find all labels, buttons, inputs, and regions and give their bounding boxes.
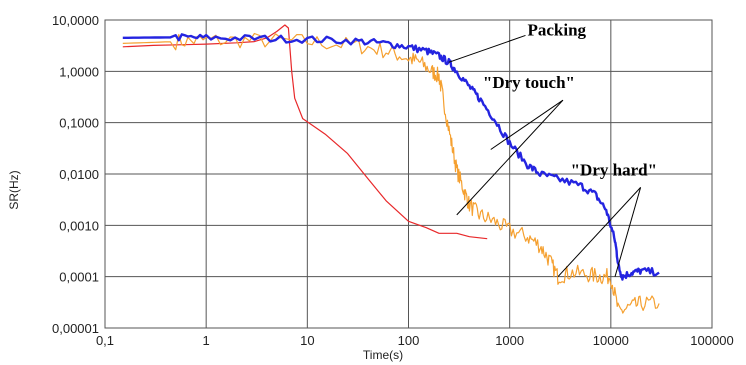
series-line-2 [122, 32, 660, 314]
x-tick-label: 100 [398, 333, 420, 348]
annotation-arrow [557, 187, 641, 278]
y-tick-label: 0,0001 [59, 270, 99, 285]
y-tick-labels: 10,0000 1,0000 0,1000 0,0100 0,0010 0,0001 0,0… [52, 13, 99, 336]
annotation-arrow [614, 187, 642, 277]
annotation-arrow [448, 34, 526, 63]
x-tick-labels: 0,1 1 10 100 1000 10000 100000 [96, 333, 734, 348]
annotation-label: "Dry touch" [483, 73, 575, 92]
y-tick-label: 0,0010 [59, 218, 99, 233]
series-layer [122, 24, 660, 314]
x-tick-label: 0,1 [96, 333, 114, 348]
annotation-arrow [490, 99, 564, 150]
annotation-arrow [456, 99, 564, 216]
series-line-1 [122, 24, 488, 240]
series-line-3 [122, 33, 660, 281]
annotation-arrows [448, 34, 642, 278]
y-tick-label: 0,00001 [52, 321, 99, 336]
x-tick-label: 1 [203, 333, 210, 348]
annotation-label: "Dry hard" [571, 160, 657, 179]
y-tick-label: 1,0000 [59, 64, 99, 79]
y-tick-label: 0,1000 [59, 116, 99, 131]
grid [104, 19, 713, 329]
y-axis-title: SR(Hz) [7, 170, 21, 209]
x-tick-label: 1000 [495, 333, 524, 348]
y-tick-label: 10,0000 [52, 13, 99, 28]
annotation-labels: Packing "Dry touch" "Dry hard" [483, 20, 657, 179]
x-tick-label: 10000 [593, 333, 629, 348]
y-tick-label: 0,0100 [59, 167, 99, 182]
x-tick-label: 10 [300, 333, 314, 348]
x-tick-label: 100000 [690, 333, 733, 348]
x-axis-title: Time(s) [363, 348, 403, 362]
annotation-label: Packing [527, 20, 586, 39]
